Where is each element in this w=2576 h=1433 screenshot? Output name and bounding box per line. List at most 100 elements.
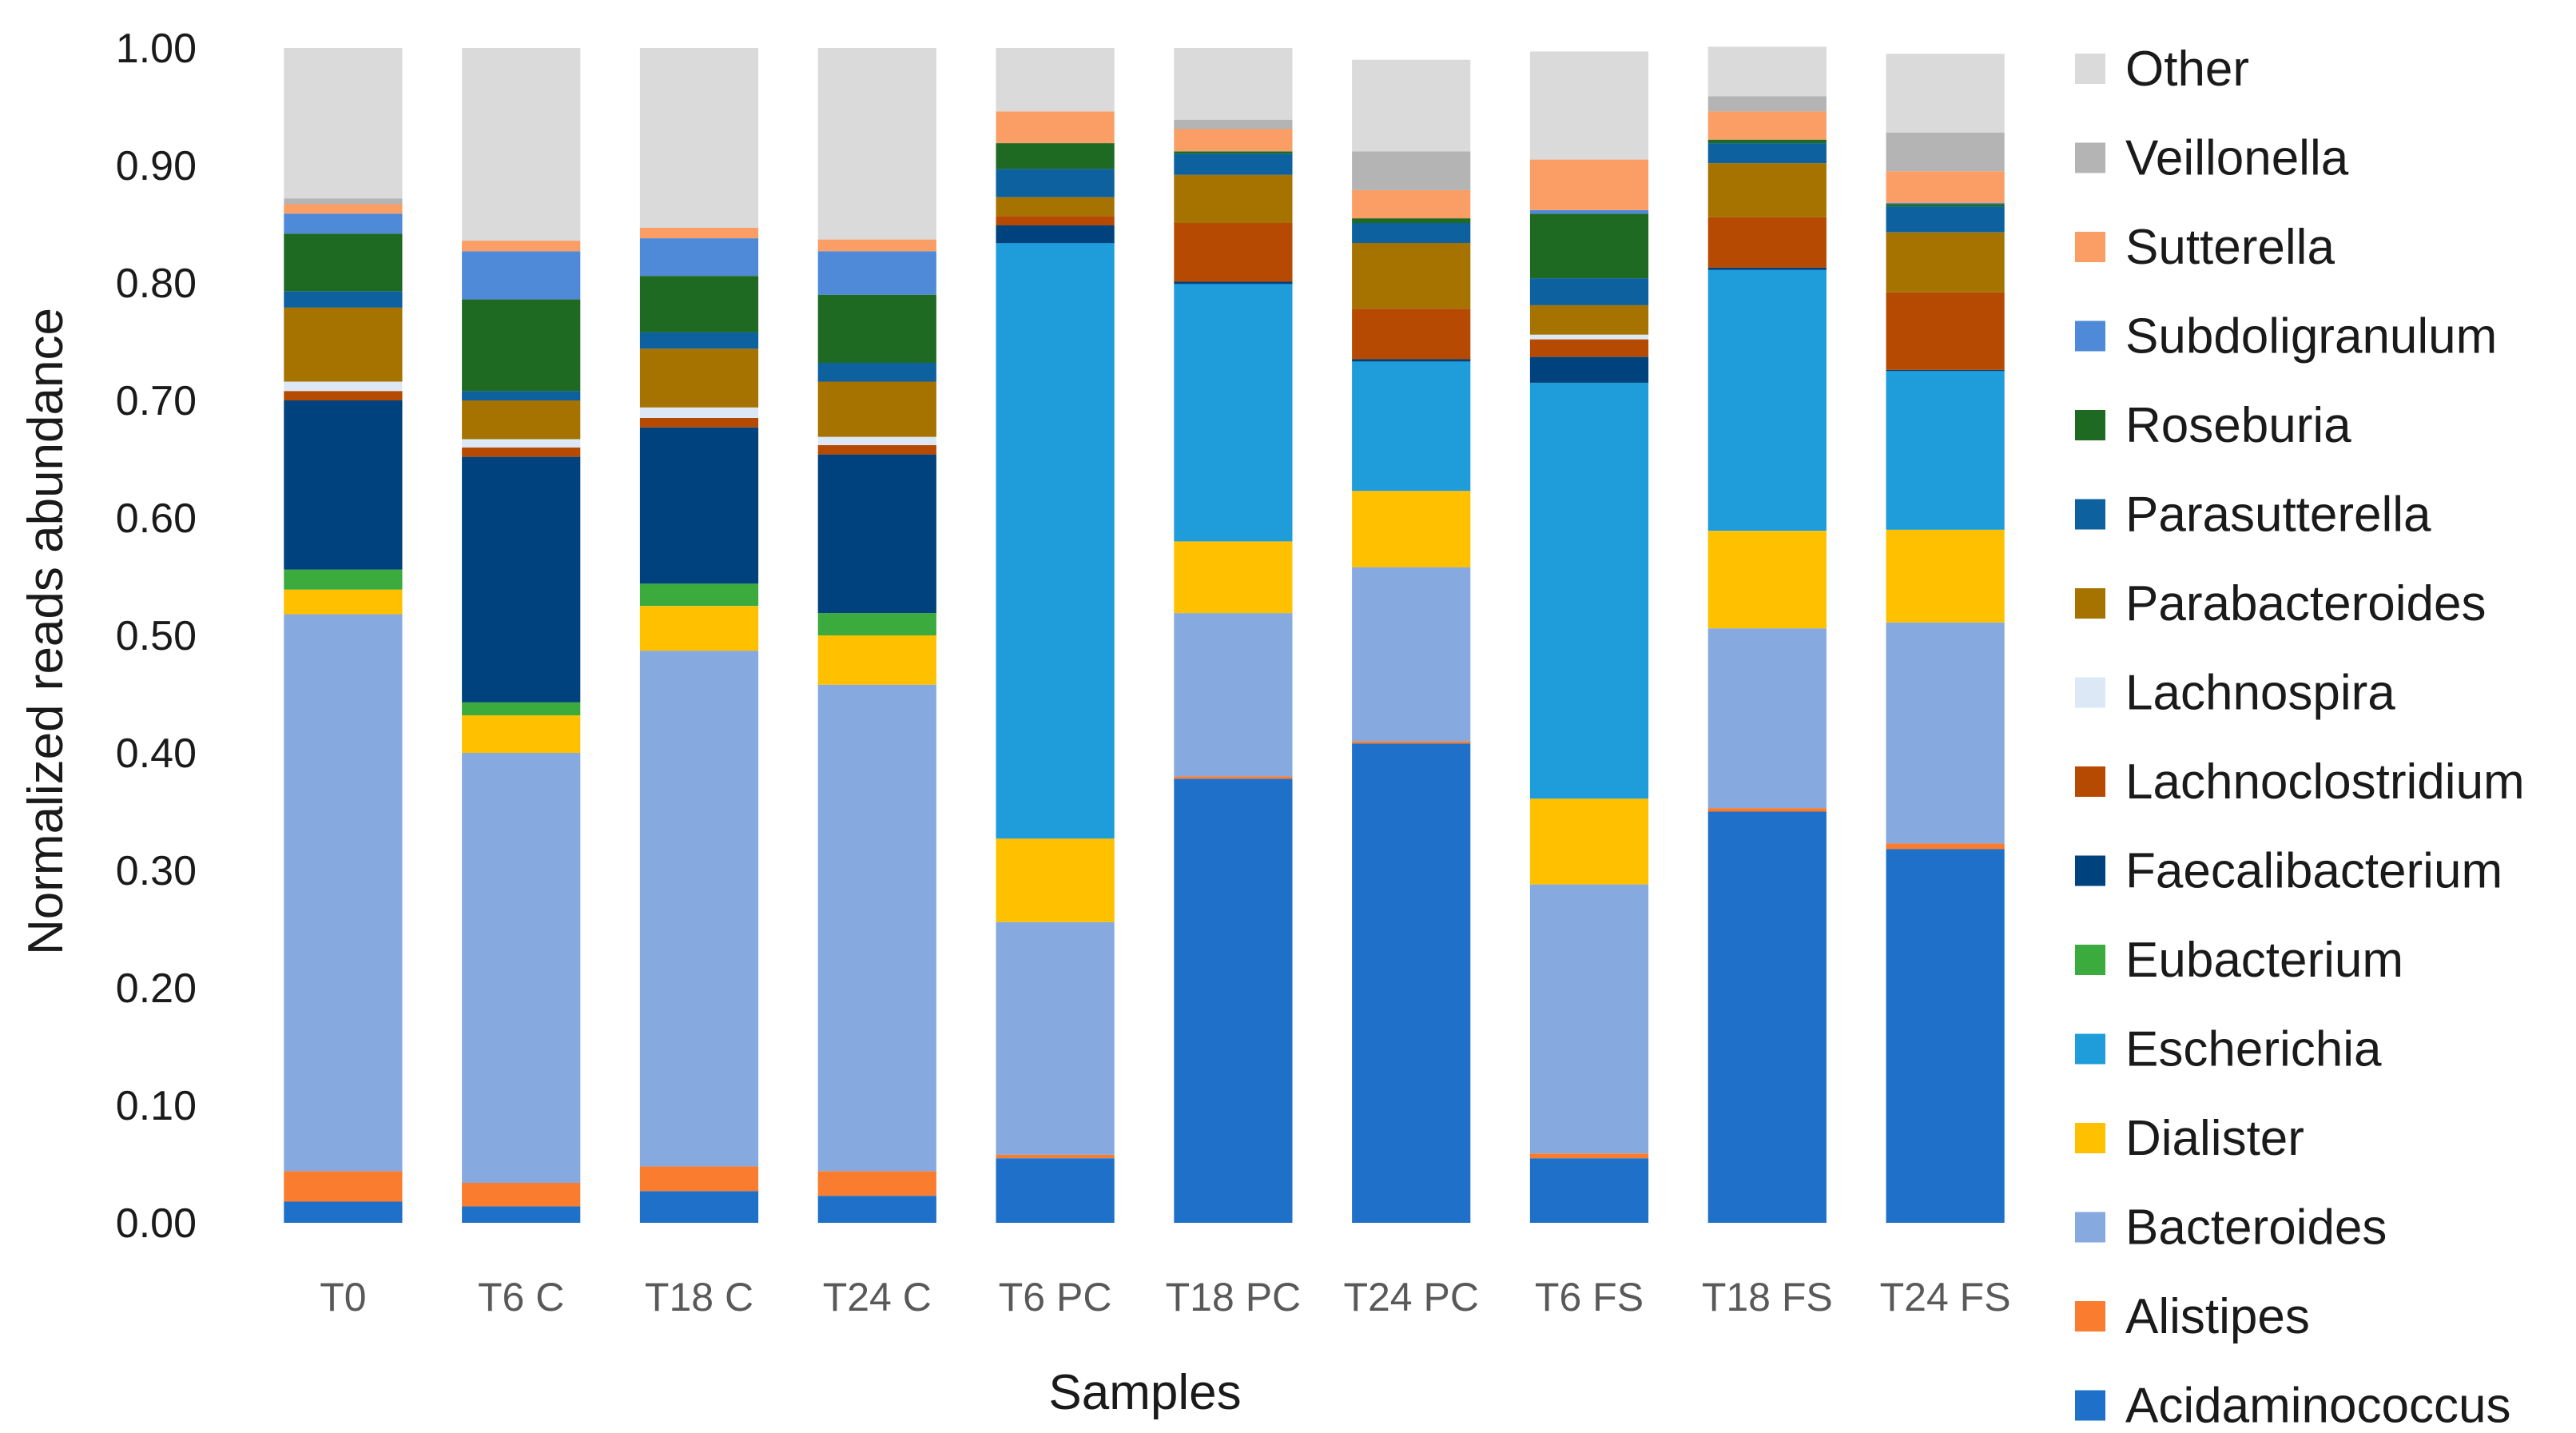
bar-segment-t24-pc-parabacteroides <box>1352 243 1471 309</box>
y-tick-label: 0.10 <box>116 1083 197 1129</box>
legend-label-lachnoclostridium: Lachnoclostridium <box>2125 754 2525 810</box>
bar-segment-t6-pc-roseburia <box>996 143 1115 169</box>
bar-segment-t24-fs-bacteroides <box>1886 622 2005 844</box>
legend-swatch-parabacteroides <box>2075 588 2105 619</box>
bar-segment-t24-pc-sutterella <box>1352 189 1471 219</box>
x-category-label: T18 PC <box>1166 1275 1302 1320</box>
legend-swatch-parasutterella <box>2075 499 2105 530</box>
y-tick-label: 0.60 <box>116 496 197 542</box>
bar-segment-t18-pc-dialister <box>1174 541 1293 614</box>
bar-segment-t24-c-dialister <box>817 635 936 685</box>
bar-segment-t18-pc-other <box>1174 48 1293 120</box>
bar-segment-t18-fs-acidaminococcus <box>1707 811 1827 1223</box>
bar-segment-t6-pc-lachnoclostridium <box>996 216 1115 225</box>
bar-segment-t24-pc-faecalibacterium <box>1352 359 1471 362</box>
bar-segment-t0-veillonella <box>284 198 403 205</box>
bar-segment-t24-pc-alistipes <box>1352 741 1471 744</box>
legend-swatch-eubacterium <box>2075 945 2105 975</box>
legend-swatch-escherichia <box>2075 1033 2105 1065</box>
bar-segment-t18-pc-parasutterella <box>1174 153 1293 175</box>
y-tick-label: 0.20 <box>116 965 197 1012</box>
bar-segment-t18-c-lachnoclostridium <box>639 418 759 428</box>
bar-segment-t24-c-bacteroides <box>817 684 936 1172</box>
bar-segment-t24-pc-lachnoclostridium <box>1352 308 1471 360</box>
bar-segment-t24-fs-roseburia <box>1886 204 2005 207</box>
bar-segment-t6-c-sutterella <box>462 241 581 252</box>
bar-segment-t24-c-acidaminococcus <box>817 1196 936 1223</box>
y-tick-labels: 0.00 0.10 0.20 0.30 0.40 0.50 0.60 0.70 0.80 0.90… <box>116 26 197 1247</box>
legend-label-roseburia: Roseburia <box>2125 398 2351 453</box>
bar-segment-t18-fs-roseburia <box>1707 139 1827 144</box>
bar-segment-t6-fs-faecalibacterium <box>1529 356 1649 383</box>
legend-swatch-roseburia <box>2075 410 2105 440</box>
bar-segment-t24-c-parasutterella <box>817 363 936 382</box>
legend-swatch-faecalibacterium <box>2075 855 2105 886</box>
bar-segment-t24-c-alistipes <box>817 1171 936 1196</box>
legend-label-lachnospira: Lachnospira <box>2125 666 2395 721</box>
bar-segment-t6-pc-escherichia <box>996 243 1115 839</box>
y-tick-label: 0.30 <box>116 848 197 894</box>
x-category-label: T24 FS <box>1880 1275 2011 1320</box>
legend-label-veillonella: Veillonella <box>2125 131 2349 186</box>
legend-swatch-lachnoclostridium <box>2075 766 2105 797</box>
bar-segment-t18-c-eubacterium <box>639 583 759 607</box>
bar-segment-t18-c-faecalibacterium <box>639 427 759 584</box>
bar-segment-t18-fs-dialister <box>1707 531 1827 629</box>
bar-segment-t6-pc-alistipes <box>996 1154 1115 1159</box>
bar-segment-t18-pc-faecalibacterium <box>1174 281 1293 285</box>
x-category-labels: T0 T6 C T18 C T24 C T6 PC T18 PC T24 PC T6 FS T1… <box>320 1275 2010 1320</box>
bar-segment-t6-pc-parasutterella <box>996 169 1115 197</box>
bar-segment-t24-fs-lachnoclostridium <box>1886 292 2005 370</box>
bar-segment-t18-fs-parasutterella <box>1707 143 1827 164</box>
bar-segment-t24-fs-veillonella <box>1886 132 2005 172</box>
bar-segment-t24-fs-dialister <box>1886 529 2005 623</box>
bar-segment-t24-fs-other <box>1886 54 2005 133</box>
x-category-label: T6 C <box>478 1275 564 1320</box>
bar-segment-t0-eubacterium <box>284 569 403 590</box>
bar-segment-t18-c-roseburia <box>639 276 759 332</box>
x-category-label: T6 FS <box>1535 1275 1644 1320</box>
bar-segment-t6-fs-escherichia <box>1529 382 1649 799</box>
bar-segment-t24-fs-acidaminococcus <box>1886 849 2005 1223</box>
legend-swatch-other <box>2075 54 2105 84</box>
legend-swatch-acidaminococcus <box>2075 1390 2105 1421</box>
bar-segment-t18-fs-alistipes <box>1707 808 1827 812</box>
legend-label-alistipes: Alistipes <box>2125 1289 2310 1344</box>
bar-segment-t24-c-other <box>817 48 936 240</box>
bar-segment-t18-pc-roseburia <box>1174 151 1293 154</box>
bar-segment-t6-c-lachnospira <box>462 439 581 448</box>
bar-segment-t18-pc-veillonella <box>1174 119 1293 129</box>
x-category-label: T0 <box>320 1275 366 1320</box>
bar-segment-t0-roseburia <box>284 233 403 292</box>
y-tick-label: 0.80 <box>116 261 197 307</box>
bar-segment-t0-lachnospira <box>284 381 403 392</box>
y-axis-title: Normalized reads abundance <box>18 308 74 955</box>
legend-label-other: Other <box>2125 42 2249 97</box>
bars-group <box>284 46 2005 1223</box>
bar-segment-t24-pc-veillonella <box>1352 151 1471 190</box>
bar-segment-t18-fs-sutterella <box>1707 111 1827 140</box>
bar-segment-t18-fs-lachnoclostridium <box>1707 217 1827 268</box>
bar-segment-t24-c-subdoliglanulum <box>817 251 936 295</box>
bar-segment-t6-fs-bacteroides <box>1529 884 1649 1154</box>
bar-segment-t24-c-faecalibacterium <box>817 454 936 614</box>
bar-segment-t18-pc-acidaminococcus <box>1174 778 1293 1223</box>
bar-segment-t24-c-eubacterium <box>817 613 936 635</box>
bar-segment-t6-fs-other <box>1529 51 1649 160</box>
bar-segment-t6-fs-subdoliglanulum <box>1529 209 1649 214</box>
bar-segment-t6-c-subdoliglanulum <box>462 251 581 300</box>
x-category-label: T18 FS <box>1702 1275 1833 1320</box>
bar-segment-t6-pc-faecalibacterium <box>996 225 1115 244</box>
bar-segment-t6-c-eubacterium <box>462 702 581 715</box>
bar-segment-t18-fs-other <box>1707 46 1827 97</box>
y-tick-label: 0.70 <box>116 378 197 424</box>
bar-segment-t0-bacteroides <box>284 614 403 1172</box>
legend-swatch-sutterella <box>2075 232 2105 262</box>
x-category-label: T6 PC <box>999 1275 1112 1320</box>
bar-segment-t0-other <box>284 48 403 199</box>
bar-segment-t6-c-parabacteroides <box>462 400 581 440</box>
bar-segment-t6-pc-acidaminococcus <box>996 1158 1115 1223</box>
bar-segment-t6-pc-parabacteroides <box>996 197 1115 217</box>
